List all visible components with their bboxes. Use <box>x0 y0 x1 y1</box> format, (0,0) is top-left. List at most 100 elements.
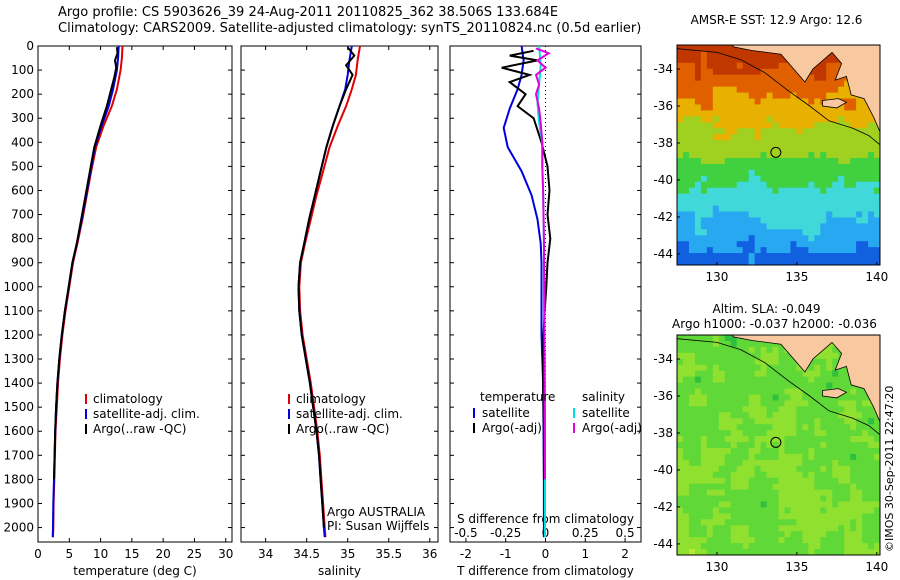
salinity-xlabel: salinity <box>318 564 361 578</box>
y-tick-label: 1300 <box>3 352 34 366</box>
y-tick-label: 100 <box>11 63 34 77</box>
y-tick-label: -44 <box>653 537 673 551</box>
sla-map-field <box>677 335 880 555</box>
x-tick-label: 5 <box>65 547 73 561</box>
y-tick-label: 1700 <box>3 448 34 462</box>
x-tick-label: 34 <box>258 547 273 561</box>
y-tick-label: -34 <box>653 62 673 76</box>
sst-map-field <box>677 45 880 265</box>
annotation: PI: Susan Wijffels <box>327 519 429 533</box>
x-tick-label: 10 <box>93 547 108 561</box>
y-tick-label: 1400 <box>3 376 34 390</box>
y-tick-label: -38 <box>653 426 673 440</box>
legend-entry: satellite-adj. clim. <box>296 407 403 421</box>
x-tick-label: 15 <box>124 547 139 561</box>
x-tick-label: 0 <box>34 547 42 561</box>
y-tick-label: -42 <box>653 500 673 514</box>
sst-map-title: AMSR-E SST: 12.9 Argo: 12.6 <box>691 13 863 27</box>
shelf-contour <box>677 338 880 436</box>
x-tick-label: 135 <box>785 270 808 284</box>
y-tick-label: -42 <box>653 210 673 224</box>
y-tick-label: 1500 <box>3 400 34 414</box>
x-tick-label: 25 <box>187 547 202 561</box>
x-tick-label: 140 <box>865 560 888 574</box>
x-tick-label: 34.5 <box>293 547 320 561</box>
temperature-xlabel: temperature (deg C) <box>73 564 196 578</box>
x-tick-label: -2 <box>460 547 472 561</box>
y-tick-label: 2000 <box>3 521 34 535</box>
x-tick-label: 0 <box>542 547 550 561</box>
top-x-tick-label: 0.5 <box>616 526 635 540</box>
salinity-panel: 34 34.5 35 35.5 36 salinity climatologysatelli… <box>240 45 439 578</box>
legend-title-salinity: salinity <box>582 390 625 404</box>
header-title: Argo profile: CS 5903626_39 24-Aug-2011 … <box>58 5 559 20</box>
difference-xlabel: T difference from climatology <box>456 564 634 578</box>
y-tick-label: 300 <box>11 111 34 125</box>
y-tick-label: 1100 <box>3 304 34 318</box>
series-line-argo--adj- <box>501 49 552 480</box>
y-tick-label: 700 <box>11 208 34 222</box>
x-tick-label: 1 <box>581 547 589 561</box>
x-tick-label: 30 <box>218 547 233 561</box>
y-tick-label: -44 <box>653 247 673 261</box>
y-tick-label: 600 <box>11 183 34 197</box>
legend-entry: Argo(-adj) <box>582 421 642 435</box>
x-tick-label: 35 <box>340 547 355 561</box>
y-tick-label: 800 <box>11 232 34 246</box>
y-tick-label: 0 <box>26 39 34 53</box>
legend-entry: Argo(..raw -QC) <box>93 422 186 436</box>
top-x-tick-label: -0.5 <box>454 526 477 540</box>
y-tick-label: -36 <box>653 99 673 113</box>
sst-map-frame <box>676 44 881 266</box>
sla-map-title: Altim. SLA: -0.049 <box>712 302 820 316</box>
y-tick-label: 200 <box>11 87 34 101</box>
legend-entry: satellite-adj. clim. <box>93 407 200 421</box>
y-tick-label: -34 <box>653 352 673 366</box>
y-tick-label: 900 <box>11 256 34 270</box>
x-tick-label: 130 <box>706 560 729 574</box>
sla-map-panel: -34 -36 -38 -40 -42 -44 130 135 140 Altim. SLA: -… <box>653 302 888 574</box>
y-tick-label: -38 <box>653 136 673 150</box>
x-tick-label: 2 <box>621 547 629 561</box>
legend-entry: Argo(..raw -QC) <box>296 422 389 436</box>
y-tick-label: 1800 <box>3 472 34 486</box>
land-shape <box>732 335 880 423</box>
x-tick-label: -1 <box>500 547 512 561</box>
x-tick-label: 36 <box>422 547 437 561</box>
x-tick-label: 140 <box>865 270 888 284</box>
x-tick-label: 130 <box>706 270 729 284</box>
sst-map-panel: -34 -36 -38 -40 -42 -44 130 135 140 AMSR-E SST: 1… <box>653 13 888 284</box>
y-tick-label: 1900 <box>3 496 34 510</box>
legend-entry: satellite <box>482 406 530 420</box>
temperature-frame <box>37 45 233 543</box>
temperature-panel: 0100200300400500600700800900100011001200… <box>3 39 233 578</box>
sla-map-subtitle: Argo h1000: -0.037 h2000: -0.036 <box>672 317 877 331</box>
difference-panel: -2 -1 0 1 2 T difference from climatology -0.5… <box>449 45 642 578</box>
y-tick-label: 1600 <box>3 424 34 438</box>
y-tick-label: 400 <box>11 135 34 149</box>
island-shape <box>822 388 848 399</box>
shelf-contour <box>677 48 880 146</box>
y-tick-label: -36 <box>653 389 673 403</box>
legend-entry: climatology <box>93 392 163 406</box>
legend-title-temperature: temperature <box>480 390 555 404</box>
land-shape <box>732 45 880 133</box>
y-tick-label: 500 <box>11 159 34 173</box>
series-line-argo---raw--qc- <box>297 46 356 528</box>
x-tick-label: 20 <box>156 547 171 561</box>
x-tick-label: 135 <box>785 560 808 574</box>
argo-position-marker <box>770 146 782 158</box>
argo-position-marker <box>770 436 782 448</box>
credit-text: ©IMOS 30-Sep-2011 22:47:20 <box>883 386 896 552</box>
sla-map-frame <box>676 334 881 556</box>
legend-entry: Argo(-adj) <box>482 421 542 435</box>
top-x-tick-label: 0.25 <box>572 526 599 540</box>
annotation: Argo AUSTRALIA <box>327 505 426 519</box>
y-tick-label: -40 <box>653 463 673 477</box>
header-subtitle: Climatology: CARS2009. Satellite-adjuste… <box>58 21 642 36</box>
series-line-argo--adj- <box>534 47 551 480</box>
legend-entry: climatology <box>296 392 366 406</box>
y-tick-label: -40 <box>653 173 673 187</box>
legend-entry: satellite <box>582 406 630 420</box>
